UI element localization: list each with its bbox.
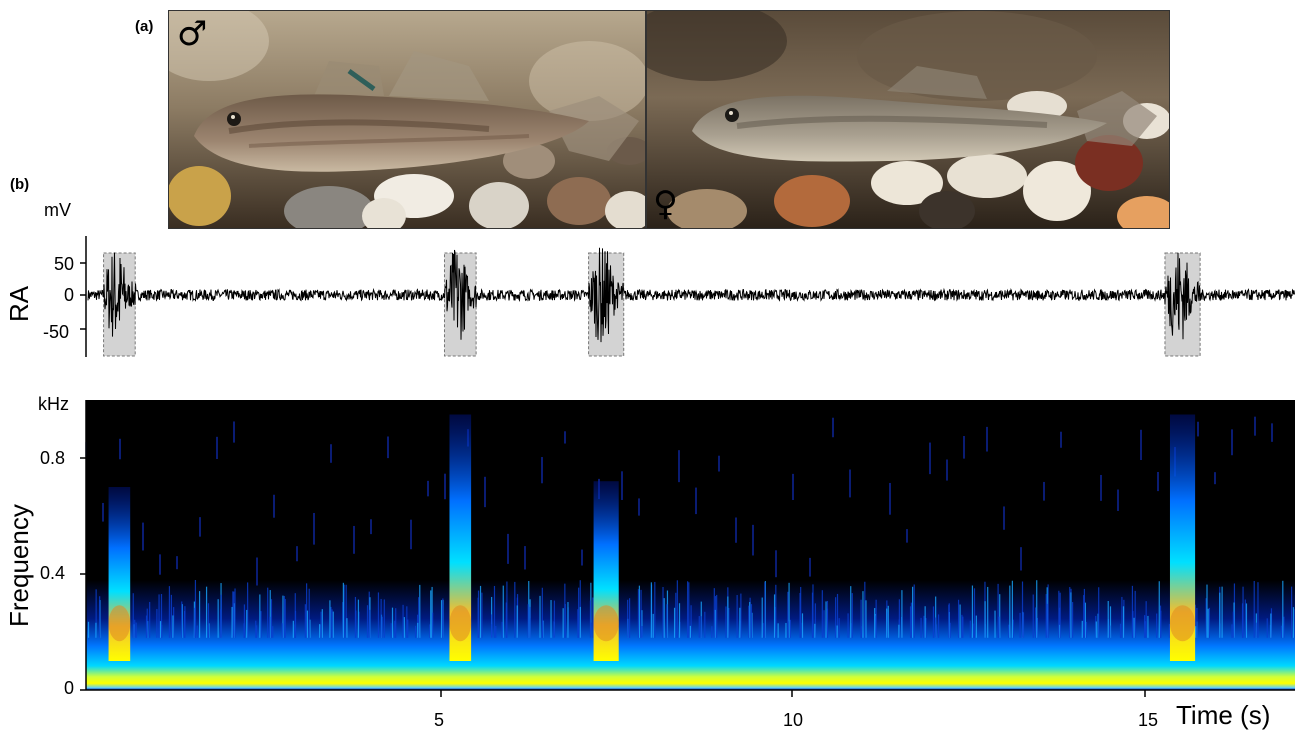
spectrogram-call-column [449,414,472,661]
xtick-5: 5 [434,710,445,730]
female-fish-image [647,11,1169,228]
ra-ytick-neg50: -50 [43,322,70,342]
spectrogram-call-peak [449,605,472,642]
spectrogram-unit-label: kHz [38,394,69,414]
male-fish-image [169,11,645,228]
spectrogram-ytick-0: 0 [64,678,75,698]
spectrogram-call-column [108,487,131,661]
xtick-10: 10 [783,710,804,730]
sound-highlight-box [443,252,477,357]
spectrogram-call-peak [593,605,619,642]
spectrogram-ytick-0.8: 0.8 [40,448,66,468]
sound-highlight-box [588,252,625,357]
female-fish-photo: ♀ [646,10,1170,229]
spectrogram-call-column [593,481,619,661]
female-symbol-icon: ♀ [653,184,678,224]
spectrogram-call-peak [1169,605,1196,642]
ra-ytick-50: 50 [54,254,75,274]
spectrogram-call-column [1169,414,1196,661]
male-symbol-icon: ♂ [177,14,208,54]
sound-highlight-box [1164,252,1201,357]
xtick-15: 15 [1138,710,1159,730]
panel-a-label: (a) [135,18,154,35]
spectrogram-axis-title: Frequency [4,504,34,627]
male-fish-photo: ♂ [168,10,646,229]
spectrogram-background [86,400,1295,690]
ra-unit-label: mV [44,200,71,220]
panel-b-label: (b) [10,176,30,193]
spectrogram-noise-band [86,580,1295,690]
ra-trace-line [87,247,1295,343]
x-axis-title: Time (s) [1176,700,1271,730]
sound-highlight-box [103,252,136,357]
spectrogram-ytick-0.4: 0.4 [40,563,66,583]
ra-axis-title: RA [4,285,34,322]
ra-ytick-0: 0 [64,285,75,305]
spectrogram-call-peak [108,605,131,642]
